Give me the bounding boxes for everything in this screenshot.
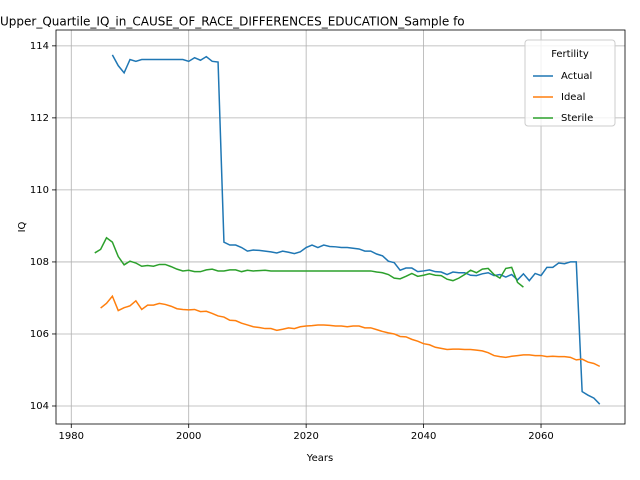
y-axis-label: IQ: [17, 221, 28, 232]
legend-label: Ideal: [561, 92, 585, 103]
y-tick-label: 106: [30, 329, 49, 340]
x-tick-label: 1980: [59, 431, 84, 442]
axes-frame: [55, 29, 626, 425]
x-axis-label: Years: [306, 453, 333, 464]
legend: Fertility Actual Ideal Sterile: [524, 39, 616, 127]
line-series: [111, 54, 601, 405]
legend-label: Actual: [561, 71, 592, 82]
y-tick-label: 112: [30, 113, 49, 124]
legend-title: Fertility: [551, 49, 589, 60]
x-tick-label: 2060: [528, 431, 553, 442]
chart-title: Upper_Quartile_IQ_in_CAUSE_OF_RACE_DIFFE…: [0, 15, 465, 29]
y-tick-label: 114: [30, 41, 49, 52]
y-tick-label: 108: [30, 257, 49, 268]
legend-box: [524, 39, 616, 127]
y-tick-label: 110: [30, 185, 49, 196]
x-tick-label: 2040: [411, 431, 436, 442]
legend-label: Sterile: [561, 113, 593, 124]
y-tick-label: 104: [30, 401, 49, 412]
line-series: [94, 236, 524, 288]
line-series: [100, 294, 601, 368]
x-tick-label: 2000: [176, 431, 201, 442]
x-tick-label: 2020: [293, 431, 318, 442]
